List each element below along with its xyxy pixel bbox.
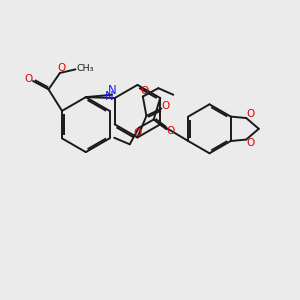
- Text: O: O: [25, 74, 33, 84]
- Text: O: O: [246, 110, 254, 119]
- Text: O: O: [161, 101, 170, 111]
- Text: N: N: [108, 84, 117, 98]
- Text: O: O: [166, 127, 175, 136]
- Text: O: O: [134, 128, 142, 138]
- Text: N: N: [105, 90, 114, 103]
- Text: O: O: [57, 63, 65, 73]
- Text: CH₃: CH₃: [76, 64, 94, 73]
- Text: O: O: [246, 138, 254, 148]
- Text: O: O: [140, 86, 148, 97]
